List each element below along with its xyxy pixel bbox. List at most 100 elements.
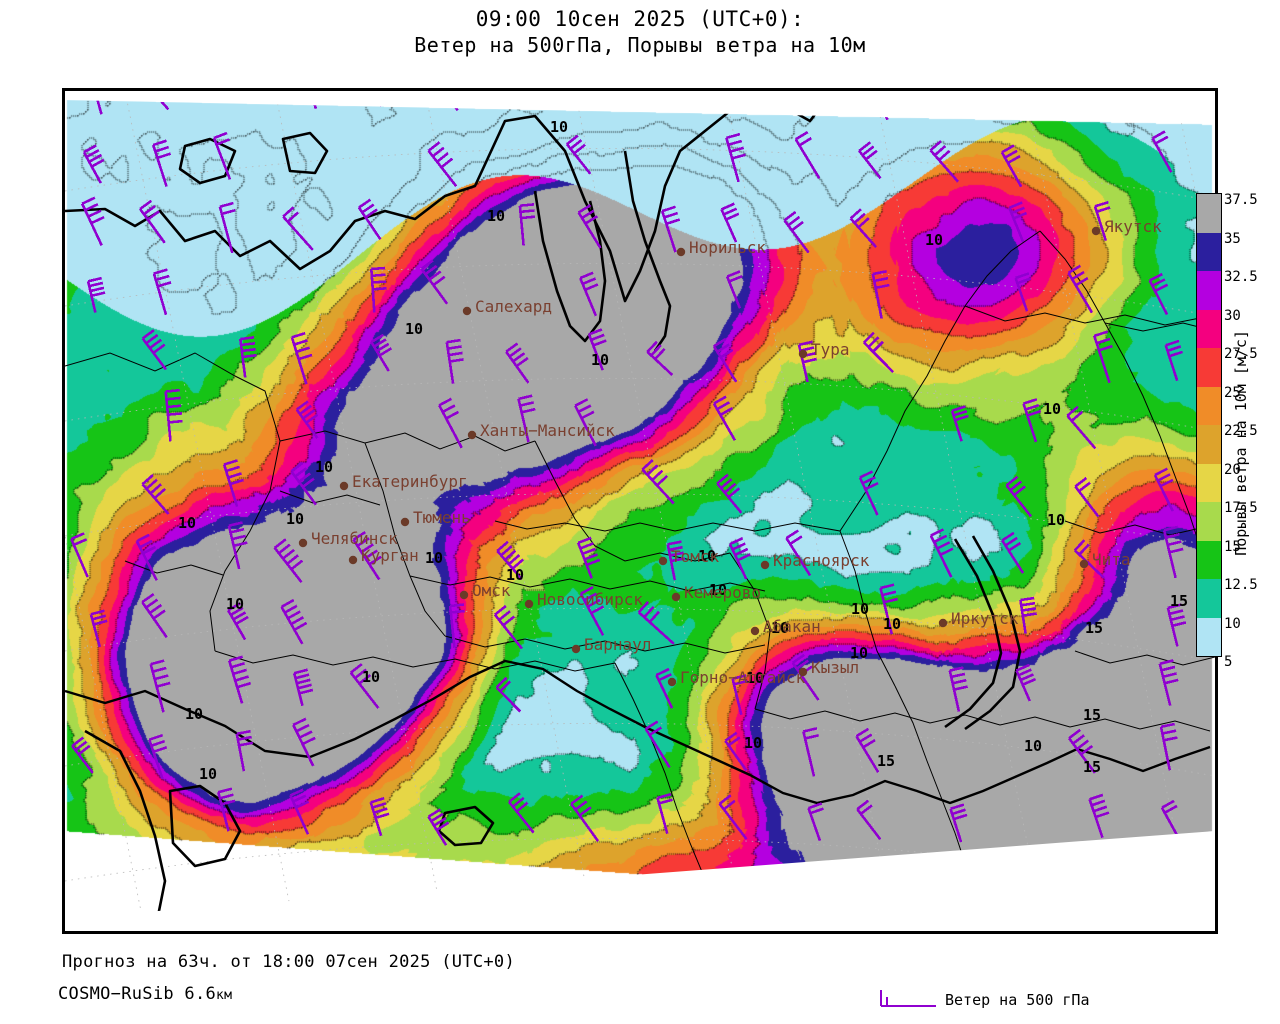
colorbar-tick-label: 22.5: [1224, 423, 1258, 439]
city-dot[interactable]: [798, 349, 808, 359]
colorbar-tick-label: 37.5: [1224, 192, 1258, 208]
contour-label: 10: [315, 458, 333, 476]
contour-label: 10: [709, 581, 727, 599]
colorbar-tick-label: 30: [1224, 307, 1241, 324]
city-dot[interactable]: [524, 599, 534, 609]
colorbar-band: [1197, 617, 1221, 656]
city-dot[interactable]: [298, 538, 308, 548]
city-label: Красноярск: [773, 551, 870, 570]
city-label: Абакан: [763, 617, 821, 636]
contour-label: 10: [178, 514, 196, 532]
colorbar-band: [1197, 463, 1221, 502]
contour-label: 15: [1083, 758, 1101, 776]
contour-label: 10: [698, 547, 716, 565]
colorbar-tick-label: 25: [1224, 384, 1241, 401]
city-label: Кызыл: [811, 658, 859, 677]
colorbar-tick-labels: 37.5 35 32.5 30 27.5 25 22.5 20 17.5 15 12.5 10 5: [1224, 184, 1280, 670]
colorbar-band: [1197, 502, 1221, 541]
colorbar-band: [1197, 271, 1221, 310]
contour-label: 10: [1047, 511, 1065, 529]
city-dot[interactable]: [348, 555, 358, 565]
city-dot[interactable]: [462, 306, 472, 316]
colorbar-tick-label: 15: [1224, 538, 1241, 555]
city-label: Горно−Алтайск: [680, 668, 806, 687]
wind-barb-legend-icon: [879, 990, 936, 1008]
city-label: Курган: [361, 546, 419, 565]
city-label: Новосибирск: [537, 590, 643, 609]
city-dot[interactable]: [1091, 226, 1101, 236]
wind-barb-legend-label: Ветер на 500 гПа: [945, 991, 1090, 1009]
city-dot[interactable]: [676, 247, 686, 257]
city-label: Иркутск: [951, 609, 1019, 628]
wind-barbs: [70, 91, 1187, 900]
city-label: Кемерово: [684, 583, 761, 602]
city-dot[interactable]: [571, 644, 581, 654]
contour-labels: 10 10 10 10 10 10 10 10 10 10 10 10 10 10 10 10 10 10 10 10…: [178, 91, 1215, 922]
city-label: Ханты−Мансийск: [480, 421, 615, 440]
city-dot[interactable]: [760, 560, 770, 570]
forecast-info-text: Прогноз на 63ч. от 18:00 07сен 2025 (UTC…: [62, 952, 515, 972]
city-dot[interactable]: [671, 592, 681, 602]
city-dot[interactable]: [667, 677, 677, 687]
city-label: Норильск: [689, 238, 766, 257]
colorbar-tick-label: 12.5: [1224, 577, 1258, 593]
colorbar-band: [1197, 540, 1221, 579]
contour-label: 10: [851, 600, 869, 618]
colorbar-band: [1197, 579, 1221, 618]
contour-label: 10: [487, 207, 505, 225]
city-dot[interactable]: [658, 556, 668, 566]
contour-label: 10: [591, 351, 609, 369]
city-label: Екатеринбург: [352, 472, 468, 491]
colorbar-tick-label: 35: [1224, 230, 1241, 247]
city-label: Салехард: [475, 297, 552, 316]
contour-label: 15: [877, 752, 895, 770]
city-dot[interactable]: [750, 626, 760, 636]
contour-label: 10: [550, 118, 568, 136]
colorbar-band: [1197, 348, 1221, 387]
domain-mask: [65, 91, 1215, 931]
contour-label: 10: [425, 549, 443, 567]
contour-label: 10: [506, 566, 524, 584]
national-border: [65, 659, 1211, 805]
title-datetime: 09:00 10сен 2025 (UTC+0):: [475, 7, 805, 31]
colorbar-tick-label: 10: [1224, 615, 1241, 632]
city-dot[interactable]: [459, 590, 469, 600]
contour-label: 10: [850, 644, 868, 662]
colorbar: [1196, 193, 1222, 657]
contour-label: 10: [771, 619, 789, 637]
model-name: COSMO−RuSib 6.6: [58, 984, 217, 1004]
city-dot[interactable]: [1079, 559, 1089, 569]
administrative-borders: [65, 230, 1215, 912]
city-label: Чита: [1092, 550, 1131, 569]
contour-label: 10: [286, 510, 304, 528]
graticule: [65, 91, 1215, 931]
colorbar-band: [1197, 425, 1221, 464]
contour-label: 15: [1170, 592, 1188, 610]
city-dot[interactable]: [467, 430, 477, 440]
city-dot[interactable]: [938, 618, 948, 628]
contour-label: 10: [405, 320, 423, 338]
colorbar-band: [1197, 194, 1221, 233]
colorbar-tick-label: 5: [1224, 654, 1233, 670]
contour-label: 15: [1083, 706, 1101, 724]
contour-label: 10: [925, 231, 943, 249]
chart-title-block: 09:00 10сен 2025 (UTC+0): Ветер на 500гП…: [0, 6, 1280, 58]
city-dot[interactable]: [400, 517, 410, 527]
city-label: Тура: [811, 340, 850, 359]
colorbar-band: [1197, 309, 1221, 348]
contour-label: 10: [746, 669, 764, 687]
map-raster-canvas: [65, 91, 1215, 931]
city-dot[interactable]: [339, 481, 349, 491]
city-label: Якутск: [1104, 217, 1162, 236]
colorbar-tick-label: 32.5: [1224, 269, 1258, 285]
coastline: [65, 94, 1022, 922]
colorbar-band: [1197, 386, 1221, 425]
contour-label: 10: [744, 734, 762, 752]
contour-label: 10: [226, 595, 244, 613]
city-label: Томск: [671, 547, 720, 566]
city-dot[interactable]: [798, 667, 808, 677]
city-label: Челябинск: [311, 529, 398, 548]
contour-label: 10: [1043, 400, 1061, 418]
colorbar-tick-label: 20: [1224, 461, 1241, 478]
weather-map[interactable]: 10 10 10 10 10 10 10 10 10 10 10 10 10 10 10 10 10 10 10 10…: [62, 88, 1218, 934]
